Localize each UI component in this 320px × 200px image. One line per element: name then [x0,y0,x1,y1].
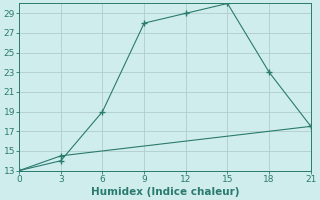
X-axis label: Humidex (Indice chaleur): Humidex (Indice chaleur) [91,187,239,197]
